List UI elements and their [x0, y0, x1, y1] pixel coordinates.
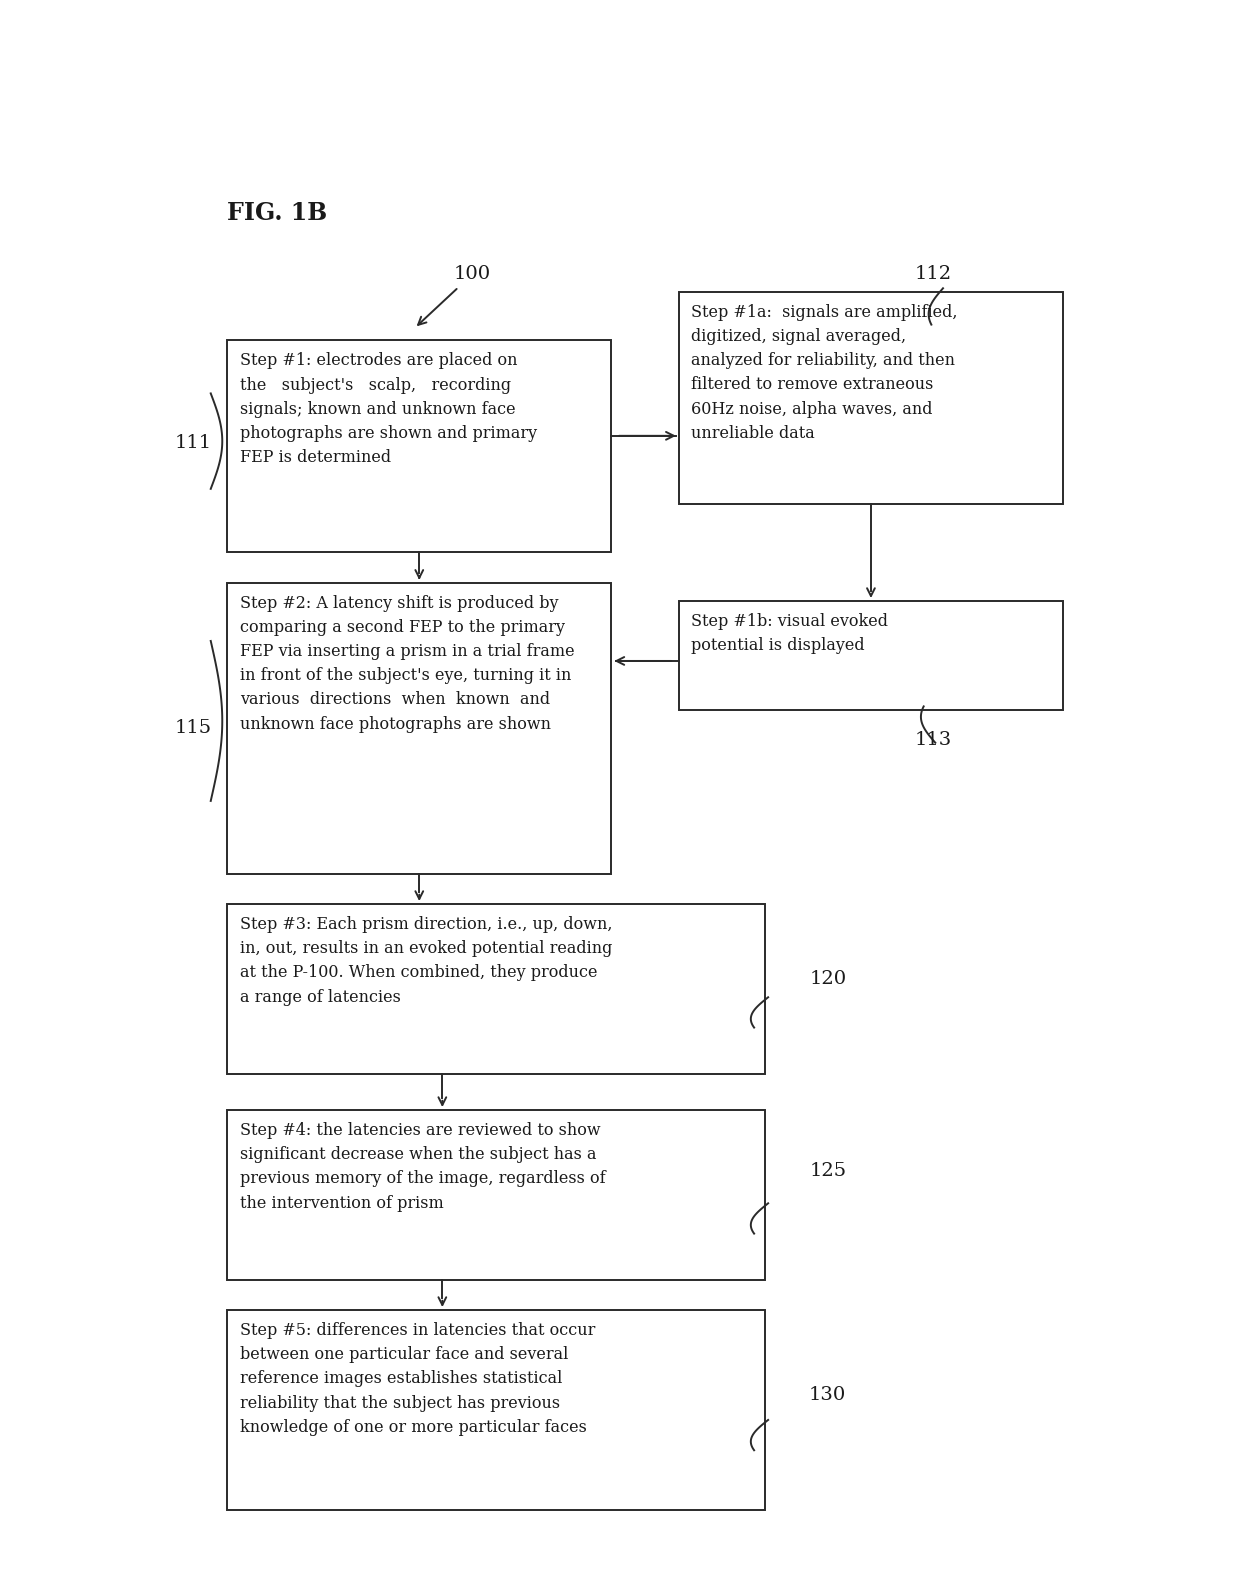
Text: 115: 115: [175, 719, 212, 737]
Text: Step #1a:  signals are amplified,
digitized, signal averaged,
analyzed for relia: Step #1a: signals are amplified, digitiz…: [691, 304, 957, 442]
Bar: [227, 1110, 765, 1280]
Bar: [227, 340, 611, 552]
Bar: [227, 903, 765, 1073]
Text: 111: 111: [175, 434, 212, 452]
Bar: [227, 582, 611, 874]
Text: Step #1b: visual evoked
potential is displayed: Step #1b: visual evoked potential is dis…: [691, 614, 888, 655]
Text: Step #5: differences in latencies that occur
between one particular face and sev: Step #5: differences in latencies that o…: [239, 1322, 595, 1435]
Text: Step #2: A latency shift is produced by
comparing a second FEP to the primary
FE: Step #2: A latency shift is produced by …: [239, 595, 574, 732]
Text: 120: 120: [810, 970, 846, 988]
Text: Step #1: electrodes are placed on
the   subject's   scalp,   recording
signals; : Step #1: electrodes are placed on the su…: [239, 353, 537, 466]
Bar: [227, 1310, 765, 1509]
Text: FIG. 1B: FIG. 1B: [227, 201, 327, 225]
Text: 100: 100: [454, 264, 491, 283]
Bar: [678, 601, 1063, 710]
Text: 125: 125: [810, 1162, 846, 1179]
Bar: [678, 291, 1063, 504]
Text: 113: 113: [915, 732, 952, 749]
Text: Step #4: the latencies are reviewed to show
significant decrease when the subjec: Step #4: the latencies are reviewed to s…: [239, 1122, 605, 1212]
Text: 130: 130: [808, 1385, 847, 1404]
Text: 112: 112: [915, 264, 952, 283]
Text: Step #3: Each prism direction, i.e., up, down,
in, out, results in an evoked pot: Step #3: Each prism direction, i.e., up,…: [239, 916, 613, 1006]
